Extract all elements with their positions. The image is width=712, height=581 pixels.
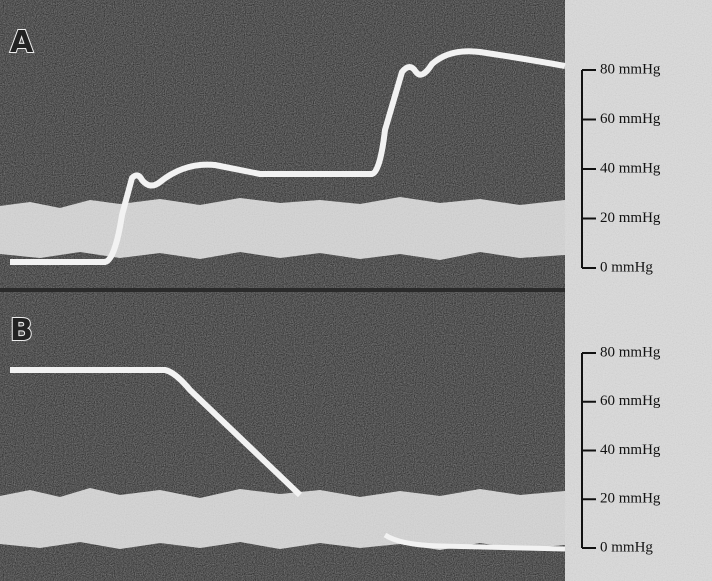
scale-label: 0 mmHg — [600, 539, 653, 555]
scale-label: 40 mmHg — [600, 442, 661, 458]
scale-label: 20 mmHg — [600, 491, 661, 507]
scale-label: 20 mmHg — [600, 210, 661, 226]
scale-label: 80 mmHg — [600, 61, 661, 77]
noise-band — [0, 197, 565, 260]
panel-label: B — [10, 313, 33, 348]
scale-label: 60 mmHg — [600, 393, 661, 409]
scale-label: 60 mmHg — [600, 111, 661, 127]
figure: A B 80 mmHg 60 mmHg 40 mmHg 20 mmHg 0 mmHg 80… — [0, 0, 712, 581]
scale-label: 80 mmHg — [600, 344, 661, 360]
panel-label: A — [10, 25, 34, 60]
scale-label: 40 mmHg — [600, 160, 661, 176]
scale-label: 0 mmHg — [600, 259, 653, 275]
noise-band — [0, 488, 565, 550]
